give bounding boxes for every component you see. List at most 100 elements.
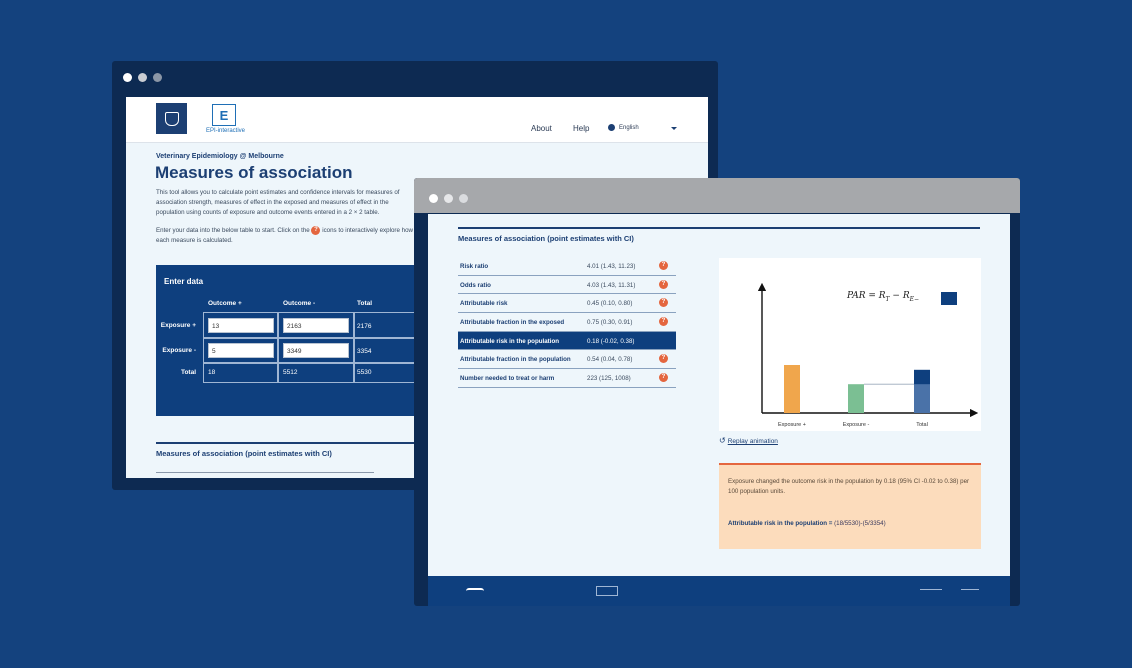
measure-row[interactable]: Attributable fraction in the population 0… [458, 350, 676, 370]
formula-label: Attributable risk in the population = [728, 520, 835, 527]
par-formula: PAR = RT − RE− [847, 291, 920, 303]
table-cell [203, 312, 278, 338]
row-header-exposure-neg: Exposure - [162, 347, 196, 354]
measures-heading: Measures of association (point estimates… [156, 449, 332, 458]
exposure-neg-outcome-neg-input[interactable]: 3349 [283, 343, 349, 358]
measure-label: Attributable risk in the population [460, 337, 559, 345]
university-logo[interactable] [156, 103, 187, 134]
question-icon[interactable]: ? [659, 279, 668, 289]
footer-logo[interactable] [466, 588, 484, 594]
divider [458, 227, 980, 229]
maximize-window-button[interactable] [153, 73, 162, 82]
bar-total-baseline [914, 384, 930, 413]
question-icon[interactable]: ? [659, 373, 668, 383]
col-header-total: Total [357, 300, 373, 307]
row-header-total: Total [180, 369, 196, 376]
minimize-window-button[interactable] [138, 73, 147, 82]
page-title: Measures of association [155, 163, 353, 182]
table-cell [278, 312, 354, 338]
measure-label: Attributable fraction in the exposed [460, 319, 565, 327]
measure-row[interactable]: Risk ratio 4.01 (1.43, 11.23)? [458, 257, 676, 276]
chart-panel: Exposure + Exposure - Total PAR = RT − RE− [719, 258, 981, 431]
language-label: English [619, 124, 639, 131]
x-tick-label: Exposure + [778, 422, 806, 428]
measure-value: 0.18 (-0.02, 0.38) [587, 337, 635, 345]
total-outcome-pos: 18 [208, 369, 216, 376]
table-cell [203, 363, 278, 383]
nav-about[interactable]: About [531, 124, 552, 133]
maximize-window-button[interactable] [459, 194, 468, 203]
grand-total: 5530 [357, 369, 372, 376]
replay-animation-link[interactable]: ↺ Replay animation [719, 436, 778, 445]
measure-row[interactable]: Odds ratio 4.03 (1.43, 11.31)? [458, 276, 676, 295]
results-page: Measures of association (point estimates… [428, 214, 1010, 606]
measure-row[interactable]: Number needed to treat or harm 223 (125, … [458, 369, 676, 388]
measures-heading: Measures of association (point estimates… [458, 234, 634, 243]
window-controls [123, 73, 162, 82]
chevron-down-icon[interactable] [671, 127, 677, 130]
crest-icon [164, 111, 179, 126]
measure-value: 0.54 (0.04, 0.78) [587, 356, 633, 364]
formula-value: (18/5530)-(5/3354) [834, 520, 886, 527]
exposure-pos-outcome-pos-input[interactable]: 13 [208, 318, 274, 333]
measure-value: 4.01 (1.43, 11.23) [587, 263, 636, 270]
exposure-neg-outcome-pos-input[interactable]: 5 [208, 343, 274, 358]
instructions-after: icons to interactively explore how each … [156, 227, 413, 245]
footer-epi-logo[interactable] [596, 586, 618, 596]
col-header-outcome-neg: Outcome - [283, 300, 316, 307]
epi-logo[interactable]: E [212, 104, 236, 126]
bar-exposure- [848, 384, 864, 413]
formula-line: Attributable risk in the population = (1… [728, 520, 886, 527]
table-cell [278, 363, 354, 383]
top-navbar: E EPI-interactive About Help English [126, 97, 708, 143]
page-description: This tool allows you to calculate point … [156, 189, 400, 216]
exposure-pos-outcome-neg-input[interactable]: 2163 [283, 318, 349, 333]
col-header-outcome-pos: Outcome + [208, 300, 242, 307]
par-chart: Exposure + Exposure - Total [757, 282, 979, 428]
question-icon[interactable]: ? [659, 317, 668, 327]
row-header-exposure-pos: Exposure + [160, 322, 196, 329]
measure-value: 0.45 (0.10, 0.80) [587, 300, 633, 308]
measure-label: Attributable fraction in the population [460, 356, 571, 364]
question-icon[interactable]: ? [659, 298, 668, 308]
instructions: Enter your data into the below table to … [156, 226, 418, 246]
measure-row[interactable]: Attributable risk 0.45 (0.10, 0.80)? [458, 294, 676, 314]
minimize-window-button[interactable] [444, 194, 453, 203]
exposure-pos-total: 2176 [357, 323, 372, 330]
measures-table: Risk ratio 4.01 (1.43, 11.23)? Odds ratio 4… [458, 257, 676, 388]
results-window: Measures of association (point estimates… [414, 178, 1020, 606]
footer-link[interactable] [961, 589, 979, 590]
table-cell [203, 338, 278, 363]
x-tick-label: Total [916, 422, 928, 428]
enter-data-panel: Enter data Outcome + Outcome - Total Exp… [156, 265, 426, 416]
window-controls [429, 194, 468, 203]
measure-label: Risk ratio [460, 263, 489, 270]
language-selector[interactable]: English [608, 124, 639, 131]
window-titlebar [414, 178, 1020, 213]
total-outcome-neg: 5512 [283, 369, 298, 376]
nav-help[interactable]: Help [573, 124, 590, 133]
close-window-button[interactable] [429, 194, 438, 203]
x-tick-label: Exposure - [843, 422, 870, 428]
footer-link[interactable] [920, 589, 942, 590]
measure-value: 223 (125, 1008) [587, 375, 631, 383]
enter-data-title: Enter data [164, 277, 204, 286]
measure-row[interactable]: Attributable fraction in the exposed 0.75… [458, 313, 676, 332]
interpretation-box: Exposure changed the outcome risk in the… [719, 463, 981, 549]
measure-label: Attributable risk [460, 300, 508, 308]
measure-value: 4.03 (1.43, 11.31) [587, 281, 636, 289]
measure-label: Odds ratio [460, 281, 491, 289]
measure-row[interactable]: Attributable risk in the population 0.18 … [458, 331, 676, 351]
page-footer [428, 576, 1010, 606]
replay-icon: ↺ [719, 436, 726, 445]
exposure-neg-total: 3354 [357, 348, 372, 355]
replay-label: Replay animation [727, 438, 778, 445]
close-window-button[interactable] [123, 73, 132, 82]
measure-label: Number needed to treat or harm [460, 375, 555, 383]
table-cell [278, 338, 354, 363]
question-icon[interactable]: ? [659, 261, 668, 270]
divider [156, 442, 426, 444]
question-icon[interactable]: ? [659, 354, 668, 364]
question-icon: ? [311, 226, 321, 235]
measure-value: 0.75 (0.30, 0.91) [587, 319, 633, 327]
